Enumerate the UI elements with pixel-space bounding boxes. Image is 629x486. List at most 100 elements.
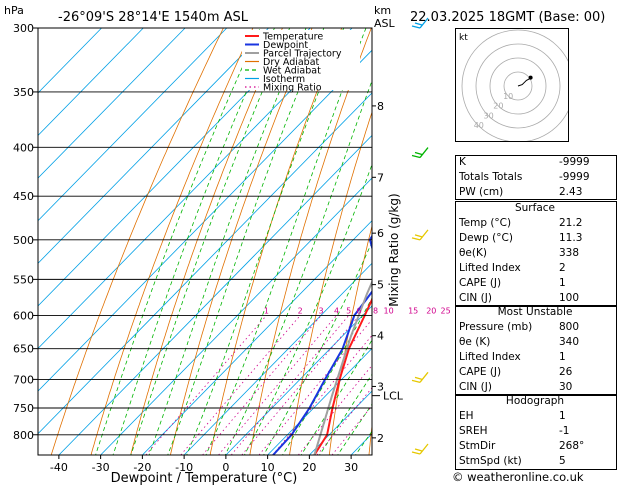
pressure-tick-label: 650 [13, 343, 34, 356]
mixing-ratio-line [258, 318, 372, 455]
pressure-tick-label: 700 [13, 373, 34, 386]
row-label: Dewp (°C) [459, 232, 513, 244]
lcl-label: LCL [383, 390, 404, 403]
row-label: EH [459, 410, 474, 422]
wet-adiabat-line [205, 28, 367, 455]
wet-adiabat-line [130, 28, 291, 455]
table-row: Pressure (mb) 800 [455, 320, 615, 335]
table-row: Temp (°C) 21.2 [455, 216, 615, 231]
row-label: SREH [459, 425, 488, 437]
most-unstable-table: Most Unstable Pressure (mb) 800 θe (K) 340 Li… [455, 305, 615, 395]
hodograph-ring [475, 43, 561, 129]
row-label: Temp (°C) [459, 217, 512, 229]
isotherm-line [38, 28, 144, 137]
pressure-tick-label: 300 [13, 22, 34, 35]
x-tick-label: 20 [302, 461, 316, 474]
table-row: SREH -1 [455, 424, 615, 439]
indices-table: K -9999 Totals Totals -9999 PW (cm) 2.43 [455, 155, 615, 200]
row-label: θe(K) [459, 247, 487, 259]
location-title: -26°09'S 28°14'E 1540m ASL [58, 10, 249, 25]
wind-barb [419, 443, 429, 455]
table-row: PW (cm) 2.43 [455, 185, 615, 200]
table-row: Totals Totals -9999 [455, 170, 615, 185]
row-value: 340 [559, 336, 580, 348]
row-value: -1 [559, 425, 570, 437]
table-row: CIN (J) 100 [455, 291, 615, 306]
wind-barb-flag [414, 151, 423, 156]
table-row: StmSpd (kt) 5 [455, 454, 615, 469]
pressure-tick-label: 400 [13, 141, 34, 154]
km-tick-label: 2 [377, 432, 384, 445]
series-temperature [313, 297, 372, 455]
isotherm-line [225, 305, 372, 455]
isotherm-line [142, 220, 372, 455]
hodograph-storm-motion [528, 75, 533, 80]
isotherm-line [58, 134, 372, 455]
row-label: PW (cm) [459, 186, 504, 198]
row-label: CIN (J) [459, 292, 492, 304]
wet-adiabat-line [337, 403, 372, 455]
row-value: -9999 [559, 156, 590, 168]
mixing-ratio-label: 3 [319, 307, 324, 316]
row-label: Totals Totals [459, 171, 523, 183]
series-parcel-trajectory [313, 279, 372, 455]
hodograph-ring-label: 10 [503, 92, 513, 101]
x-tick-label: 10 [261, 461, 275, 474]
row-value: 100 [559, 292, 580, 304]
table-row: CAPE (J) 1 [455, 276, 615, 291]
pressure-tick-label: 550 [13, 273, 34, 286]
km-tick-label: 3 [377, 380, 384, 393]
wind-barb-flag [411, 237, 421, 241]
wind-barb-flag [414, 22, 423, 26]
legend-item: Mixing Ratio [263, 83, 322, 94]
table-heading: Hodograph [505, 395, 565, 407]
row-value: 1 [559, 277, 566, 289]
hodograph-ring-label: 40 [474, 121, 484, 130]
row-label: Lifted Index [459, 262, 521, 274]
wet-adiabat-line [112, 28, 275, 455]
wet-adiabat-line [224, 79, 372, 455]
pressure-tick-label: 500 [13, 234, 34, 247]
row-value: 338 [559, 247, 580, 259]
mixing-ratio-label: 2 [298, 307, 303, 316]
wind-barb [419, 147, 429, 158]
legend-background [242, 30, 360, 90]
isotherm-line [38, 28, 269, 264]
mixing-ratio-axis-label: Mixing Ratio (g/kg) [387, 193, 401, 306]
legend-item: Wet Adiabat [263, 66, 321, 77]
isotherm-line [267, 347, 372, 455]
wind-barb [419, 17, 429, 29]
mixing-ratio-label: 1 [264, 307, 269, 316]
row-label: CAPE (J) [459, 366, 502, 378]
km-tick-label: 6 [377, 227, 384, 240]
isotherm-line [38, 28, 311, 307]
mixing-ratio-label: 25 [441, 307, 451, 316]
mixing-ratio-line [218, 315, 337, 455]
hodograph-ring-label: 30 [484, 111, 494, 120]
profile-lines [272, 234, 372, 455]
table-row: θe (K) 340 [455, 335, 615, 350]
wet-adiabat-line [319, 373, 372, 455]
row-label: K [459, 156, 466, 168]
pressure-tick-label: 750 [13, 402, 34, 415]
hodograph-ring [489, 57, 547, 115]
wind-barb-flag [411, 451, 421, 455]
x-tick-label: -30 [92, 461, 110, 474]
row-label: CIN (J) [459, 381, 492, 393]
km-tick-label: 7 [377, 171, 384, 184]
km-tick-label: 5 [377, 279, 384, 292]
row-value: 5 [559, 455, 566, 467]
most-unstable-box [455, 305, 617, 396]
table-row: EH 1 [455, 409, 615, 424]
row-value: 26 [559, 366, 573, 378]
wet-adiabat-line [148, 28, 307, 455]
isotherm-line [183, 262, 372, 455]
hodograph-ring [461, 29, 568, 141]
isotherm-line [38, 28, 228, 222]
table-heading: Surface [514, 202, 555, 214]
row-label: Pressure (mb) [459, 321, 533, 333]
table-row: CAPE (J) 26 [455, 365, 615, 380]
